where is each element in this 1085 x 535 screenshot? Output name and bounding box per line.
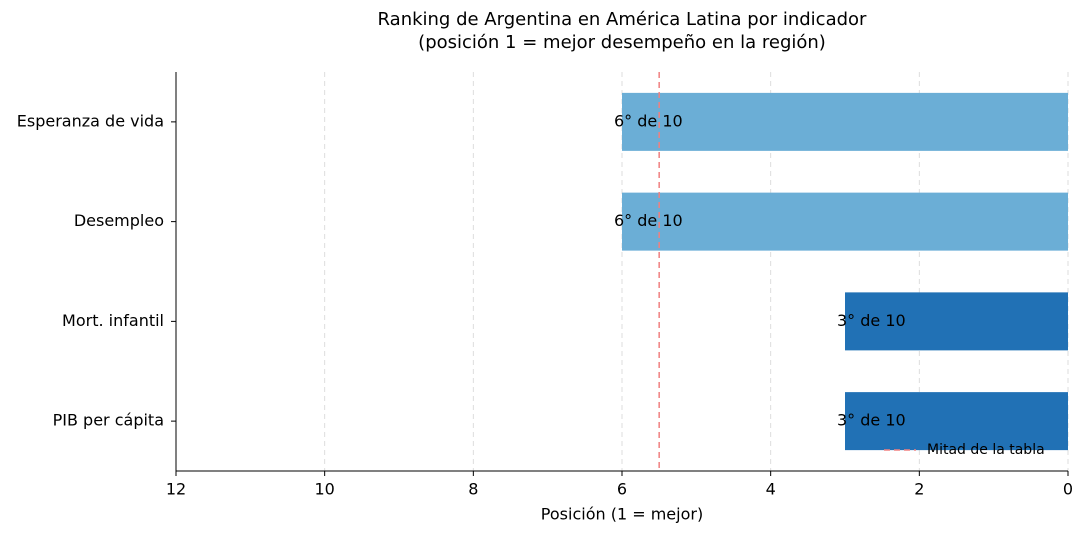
x-tick-label: 6 — [617, 480, 627, 499]
value-label: 6° de 10 — [614, 111, 683, 130]
x-tick-label: 4 — [766, 480, 776, 499]
y-tick-label: Esperanza de vida — [17, 111, 164, 130]
value-label: 3° de 10 — [837, 311, 906, 330]
x-tick-label: 10 — [314, 480, 334, 499]
x-tick-label: 12 — [166, 480, 186, 499]
chart-subtitle: (posición 1 = mejor desempeño en la regi… — [418, 32, 826, 53]
y-tick-label: PIB per cápita — [53, 411, 164, 430]
chart-title: Ranking de Argentina en América Latina p… — [378, 9, 867, 30]
bar — [845, 292, 1068, 351]
legend-label: Mitad de la tabla — [927, 442, 1045, 458]
bar — [622, 92, 1068, 151]
bar — [622, 192, 1068, 251]
value-label: 3° de 10 — [837, 411, 906, 430]
x-axis-label: Posición (1 = mejor) — [541, 505, 703, 524]
value-label: 6° de 10 — [614, 211, 683, 230]
y-tick-label: Mort. infantil — [62, 311, 164, 330]
x-tick-label: 8 — [468, 480, 478, 499]
y-tick-label: Desempleo — [74, 211, 164, 230]
bar — [845, 392, 1068, 451]
x-tick-label: 0 — [1063, 480, 1073, 499]
x-tick-label: 2 — [914, 480, 924, 499]
